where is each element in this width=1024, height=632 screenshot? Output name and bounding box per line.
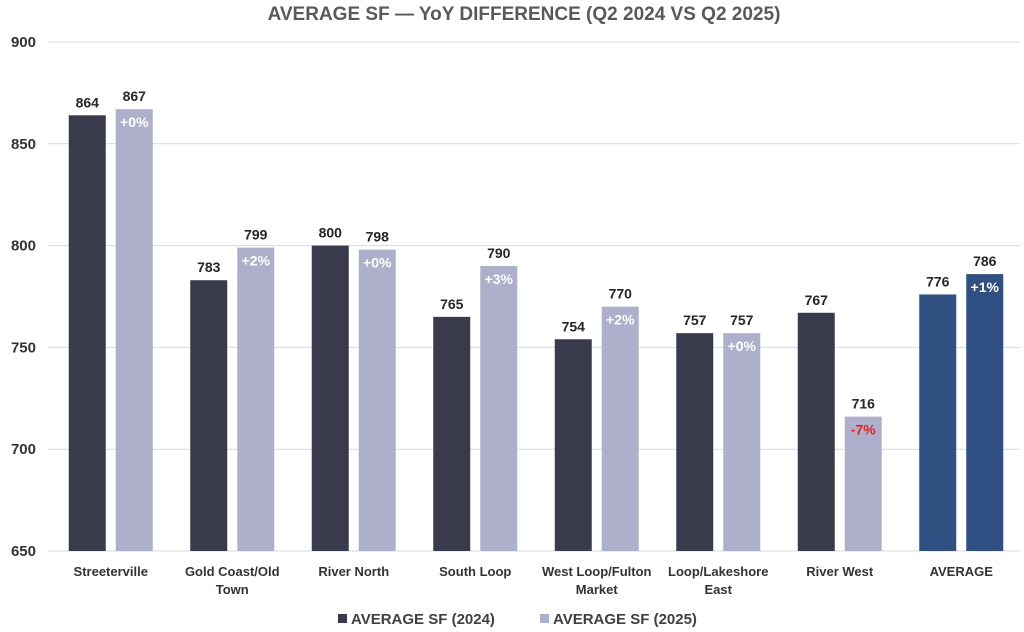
x-tick-label: Loop/Lakeshore [668, 564, 768, 579]
x-tick-label: Market [576, 582, 619, 597]
value-label-2025: 790 [487, 245, 511, 261]
x-tick-label: River North [318, 564, 389, 579]
bar-2025 [358, 249, 396, 551]
bar-2025 [966, 274, 1004, 551]
legend-label: AVERAGE SF (2024) [351, 611, 495, 628]
bar-2024 [68, 115, 106, 552]
bar-2025 [723, 333, 761, 551]
legend-label: AVERAGE SF (2025) [553, 611, 697, 628]
legend-item-2024: AVERAGE SF (2024) [338, 611, 495, 628]
bar-2024 [676, 333, 714, 551]
y-tick-label: 800 [11, 238, 36, 255]
value-label-2024: 754 [562, 318, 586, 334]
x-tick-label: Streeterville [74, 564, 148, 579]
legend-swatch [338, 614, 347, 623]
value-label-2025: 799 [244, 227, 268, 243]
value-label-2025: 770 [609, 286, 633, 302]
bar-2024 [554, 339, 592, 551]
bar-2025 [844, 416, 882, 551]
legend-swatch [540, 614, 549, 623]
x-tick-label: AVERAGE [930, 564, 994, 579]
value-label-2024: 767 [805, 292, 829, 308]
value-label-2025: 786 [973, 253, 997, 269]
y-tick-label: 650 [11, 543, 36, 560]
chart-title: AVERAGE SF — YoY DIFFERENCE (Q2 2024 VS … [268, 4, 781, 25]
value-label-2025: 757 [730, 312, 754, 328]
bar-2025 [115, 109, 153, 552]
yoy-change-label: +1% [971, 279, 1000, 295]
x-tick-label: East [705, 582, 733, 597]
value-label-2024: 757 [683, 312, 707, 328]
yoy-change-label: +2% [606, 312, 635, 328]
x-axis-ticks: Streeterville Gold Coast/Old Town River Nor… [74, 564, 994, 597]
bar-2025 [480, 265, 518, 551]
bar-2024 [190, 280, 228, 551]
yoy-change-label: +3% [485, 271, 514, 287]
yoy-change-label: +0% [363, 255, 392, 271]
value-label-2024: 783 [197, 259, 221, 275]
x-tick-label: West Loop/Fulton [542, 564, 652, 579]
x-tick-label: South Loop [439, 564, 511, 579]
y-axis-ticks: 650 700 750 800 850 900 [11, 34, 36, 560]
y-tick-label: 850 [11, 136, 36, 153]
value-label-2025: 716 [852, 396, 876, 412]
x-tick-label: Gold Coast/Old [185, 564, 280, 579]
bar-2025 [237, 247, 275, 552]
x-tick-label: River West [806, 564, 874, 579]
legend: AVERAGE SF (2024) AVERAGE SF (2025) [338, 611, 697, 628]
bar-2024 [797, 312, 835, 551]
bar-2024 [919, 294, 957, 551]
value-label-2024: 800 [319, 225, 343, 241]
bar-2024 [311, 245, 349, 551]
bar-2025 [601, 306, 639, 551]
yoy-change-label: +0% [728, 338, 757, 354]
value-label-2025: 798 [366, 229, 390, 245]
bars [68, 109, 1004, 552]
value-label-2024: 765 [440, 296, 464, 312]
value-label-2024: 776 [926, 273, 950, 289]
y-tick-label: 900 [11, 34, 36, 51]
data-labels: 864 867 +0% 783 799 +2% 800 798 +0% 765 790 +3% 754 7… [76, 88, 1000, 437]
yoy-change-label: +0% [120, 114, 149, 130]
x-tick-label: Town [216, 582, 249, 597]
value-label-2025: 867 [123, 88, 147, 104]
y-tick-label: 750 [11, 339, 36, 356]
bar-2024 [433, 316, 471, 551]
value-label-2024: 864 [76, 94, 100, 110]
legend-item-2025: AVERAGE SF (2025) [540, 611, 697, 628]
yoy-change-label: +2% [242, 253, 271, 269]
yoy-change-label: -7% [851, 422, 876, 438]
y-tick-label: 700 [11, 441, 36, 458]
